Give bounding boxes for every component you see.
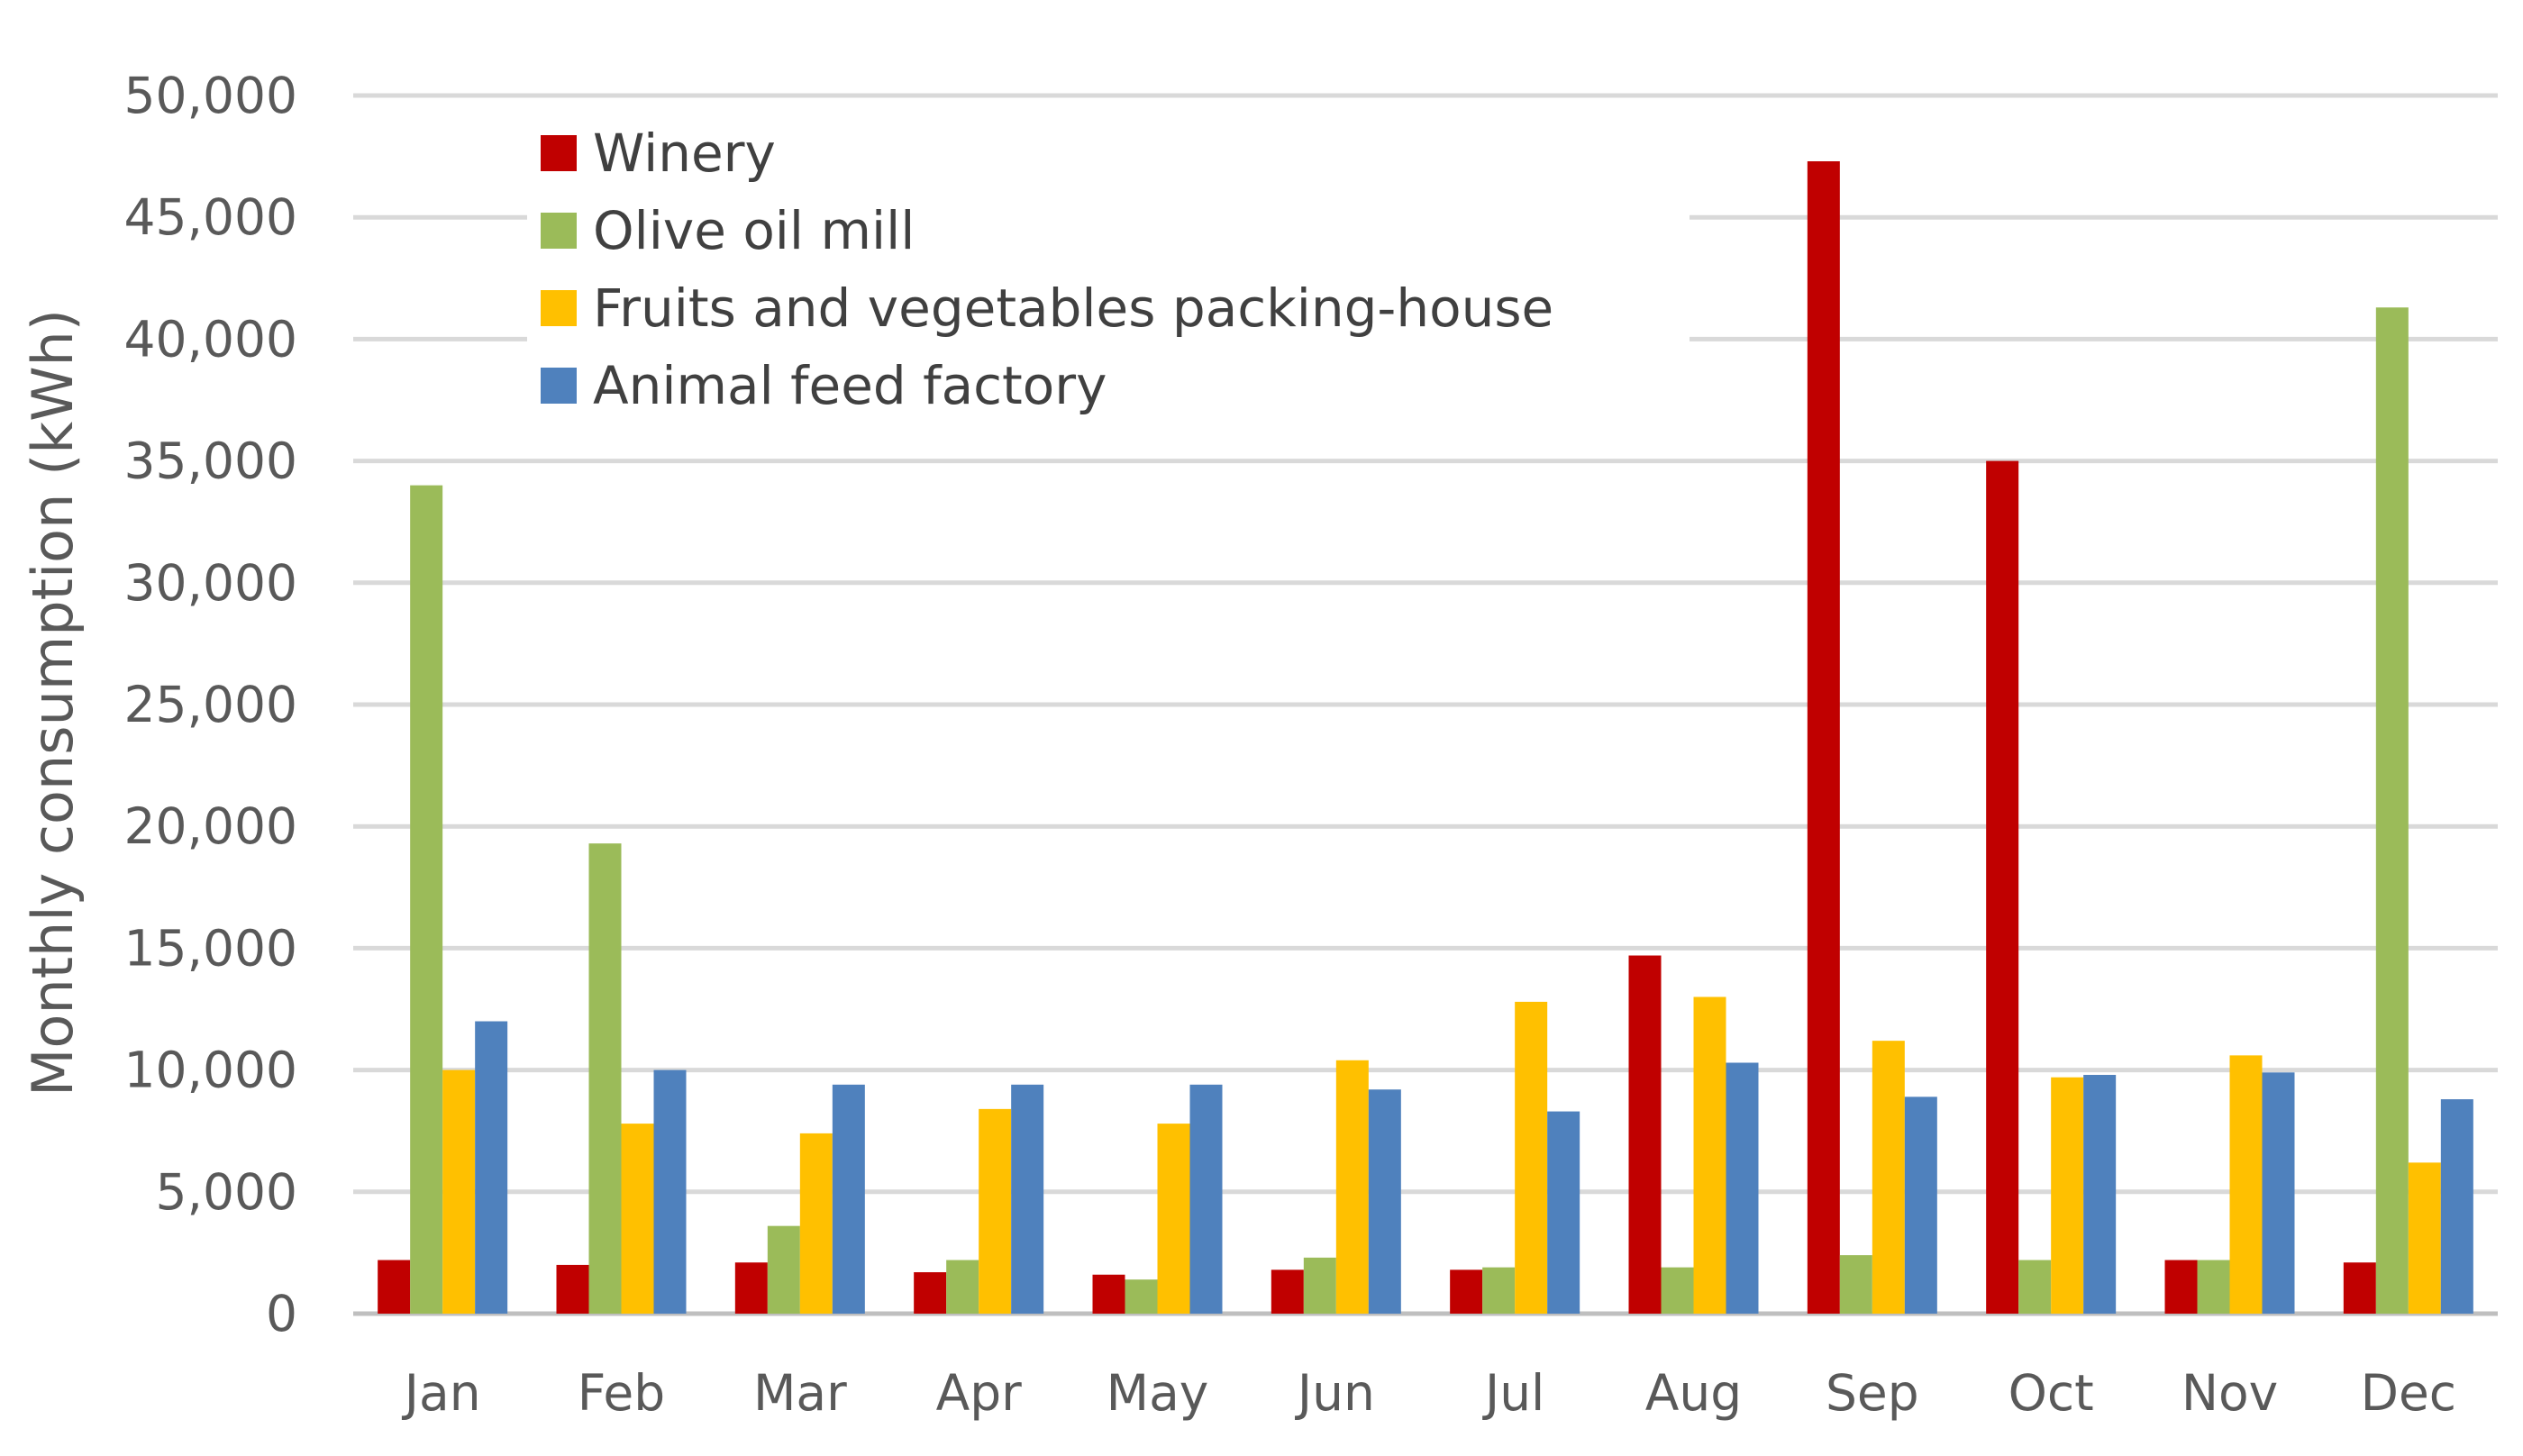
legend: Winery Olive oil mill Fruits and vegetable… xyxy=(527,99,1690,428)
bar-winery-feb xyxy=(556,1264,589,1314)
bar-animal-feed-factory-may xyxy=(1189,1084,1223,1314)
legend-swatch xyxy=(541,213,577,249)
bar-animal-feed-factory-apr xyxy=(1011,1084,1044,1314)
bar-olive-oil-mill-feb xyxy=(588,843,622,1314)
legend-swatch xyxy=(541,290,577,326)
legend-label: Animal feed factory xyxy=(593,355,1107,416)
y-tick-label: 40,000 xyxy=(124,310,297,368)
bar-winery-may xyxy=(1092,1274,1125,1314)
bar-winery-jun xyxy=(1271,1269,1304,1314)
bar-fruits-and-vegetables-packing-house-jan xyxy=(442,1069,476,1314)
bar-fruits-and-vegetables-packing-house-may xyxy=(1157,1124,1190,1314)
bar-fruits-and-vegetables-packing-house-nov xyxy=(2229,1055,2263,1314)
y-tick-label: 45,000 xyxy=(124,188,297,246)
y-axis-label: Monthly consumption (kWh) xyxy=(20,309,86,1097)
legend-label: Winery xyxy=(593,123,776,184)
bar-fruits-and-vegetables-packing-house-oct xyxy=(2051,1077,2084,1314)
bar-animal-feed-factory-nov xyxy=(2262,1072,2295,1314)
bar-fruits-and-vegetables-packing-house-jun xyxy=(1335,1060,1369,1314)
y-tick-label: 0 xyxy=(266,1285,297,1342)
bar-fruits-and-vegetables-packing-house-mar xyxy=(799,1133,833,1314)
bar-fruits-and-vegetables-packing-house-apr xyxy=(979,1108,1012,1314)
bar-olive-oil-mill-sep xyxy=(1839,1255,1872,1314)
bars xyxy=(378,161,2473,1315)
y-tick-label: 35,000 xyxy=(124,432,297,490)
y-tick-label: 10,000 xyxy=(124,1042,297,1099)
x-tick-label: May xyxy=(1107,1364,1209,1422)
x-tick-label: Aug xyxy=(1645,1364,1742,1422)
x-tick-label: Jun xyxy=(1295,1364,1375,1422)
bar-olive-oil-mill-apr xyxy=(946,1260,979,1314)
x-tick-label: Mar xyxy=(753,1364,847,1422)
bar-olive-oil-mill-aug xyxy=(1661,1267,1694,1314)
bar-winery-nov xyxy=(2164,1260,2198,1314)
y-tick-label: 5,000 xyxy=(156,1163,297,1221)
bar-fruits-and-vegetables-packing-house-sep xyxy=(1872,1041,1905,1314)
x-axis-tick-labels: Jan Feb Mar Apr May Jun Jul Aug Sep Oct Nov Dec xyxy=(402,1364,2456,1422)
bar-fruits-and-vegetables-packing-house-jul xyxy=(1515,1001,1548,1314)
y-tick-label: 20,000 xyxy=(124,797,297,855)
bar-winery-jul xyxy=(1450,1269,1483,1314)
x-tick-label: Jan xyxy=(402,1364,481,1422)
bar-winery-sep xyxy=(1807,161,1840,1314)
bar-olive-oil-mill-jun xyxy=(1303,1257,1336,1314)
x-tick-label: Apr xyxy=(936,1364,1023,1422)
bar-winery-apr xyxy=(914,1272,947,1314)
bar-winery-mar xyxy=(734,1262,768,1314)
legend-background xyxy=(527,99,1690,428)
x-tick-label: Sep xyxy=(1826,1364,1919,1422)
x-tick-label: Feb xyxy=(578,1364,665,1422)
bar-fruits-and-vegetables-packing-house-feb xyxy=(621,1124,654,1314)
bar-winery-oct xyxy=(1986,460,2019,1315)
x-tick-label: Oct xyxy=(2008,1364,2094,1422)
legend-swatch xyxy=(541,135,577,171)
bar-winery-aug xyxy=(1628,955,1662,1314)
bar-winery-dec xyxy=(2343,1262,2376,1314)
legend-label: Fruits and vegetables packing-house xyxy=(593,278,1553,339)
y-tick-label: 25,000 xyxy=(124,676,297,733)
x-tick-label: Jul xyxy=(1482,1364,1544,1422)
bar-fruits-and-vegetables-packing-house-dec xyxy=(2408,1162,2441,1314)
y-axis-tick-labels: 0 5,000 10,000 15,000 20,000 25,000 30,000 35,0… xyxy=(124,67,297,1342)
x-tick-label: Dec xyxy=(2361,1364,2456,1422)
x-tick-label: Nov xyxy=(2181,1364,2278,1422)
y-tick-label: 50,000 xyxy=(124,67,297,124)
bar-olive-oil-mill-nov xyxy=(2197,1260,2230,1314)
bar-fruits-and-vegetables-packing-house-aug xyxy=(1693,996,1726,1314)
bar-olive-oil-mill-jan xyxy=(410,485,443,1314)
bar-olive-oil-mill-mar xyxy=(767,1225,800,1314)
bar-olive-oil-mill-oct xyxy=(2018,1260,2052,1314)
bar-animal-feed-factory-jul xyxy=(1547,1111,1580,1314)
bar-animal-feed-factory-sep xyxy=(1904,1097,1937,1314)
bar-olive-oil-mill-dec xyxy=(2375,307,2409,1314)
legend-swatch xyxy=(541,368,577,404)
bar-olive-oil-mill-jul xyxy=(1482,1267,1516,1314)
bar-animal-feed-factory-aug xyxy=(1726,1062,1759,1314)
y-tick-label: 30,000 xyxy=(124,554,297,612)
bar-winery-jan xyxy=(378,1260,411,1314)
bar-animal-feed-factory-oct xyxy=(2083,1075,2117,1314)
bar-olive-oil-mill-may xyxy=(1125,1279,1158,1314)
y-tick-label: 15,000 xyxy=(124,919,297,977)
bar-animal-feed-factory-jan xyxy=(475,1021,508,1314)
bar-animal-feed-factory-mar xyxy=(832,1084,865,1314)
bar-animal-feed-factory-jun xyxy=(1368,1089,1401,1314)
bar-animal-feed-factory-dec xyxy=(2440,1099,2473,1314)
bar-animal-feed-factory-feb xyxy=(653,1069,687,1314)
legend-label: Olive oil mill xyxy=(593,200,915,261)
